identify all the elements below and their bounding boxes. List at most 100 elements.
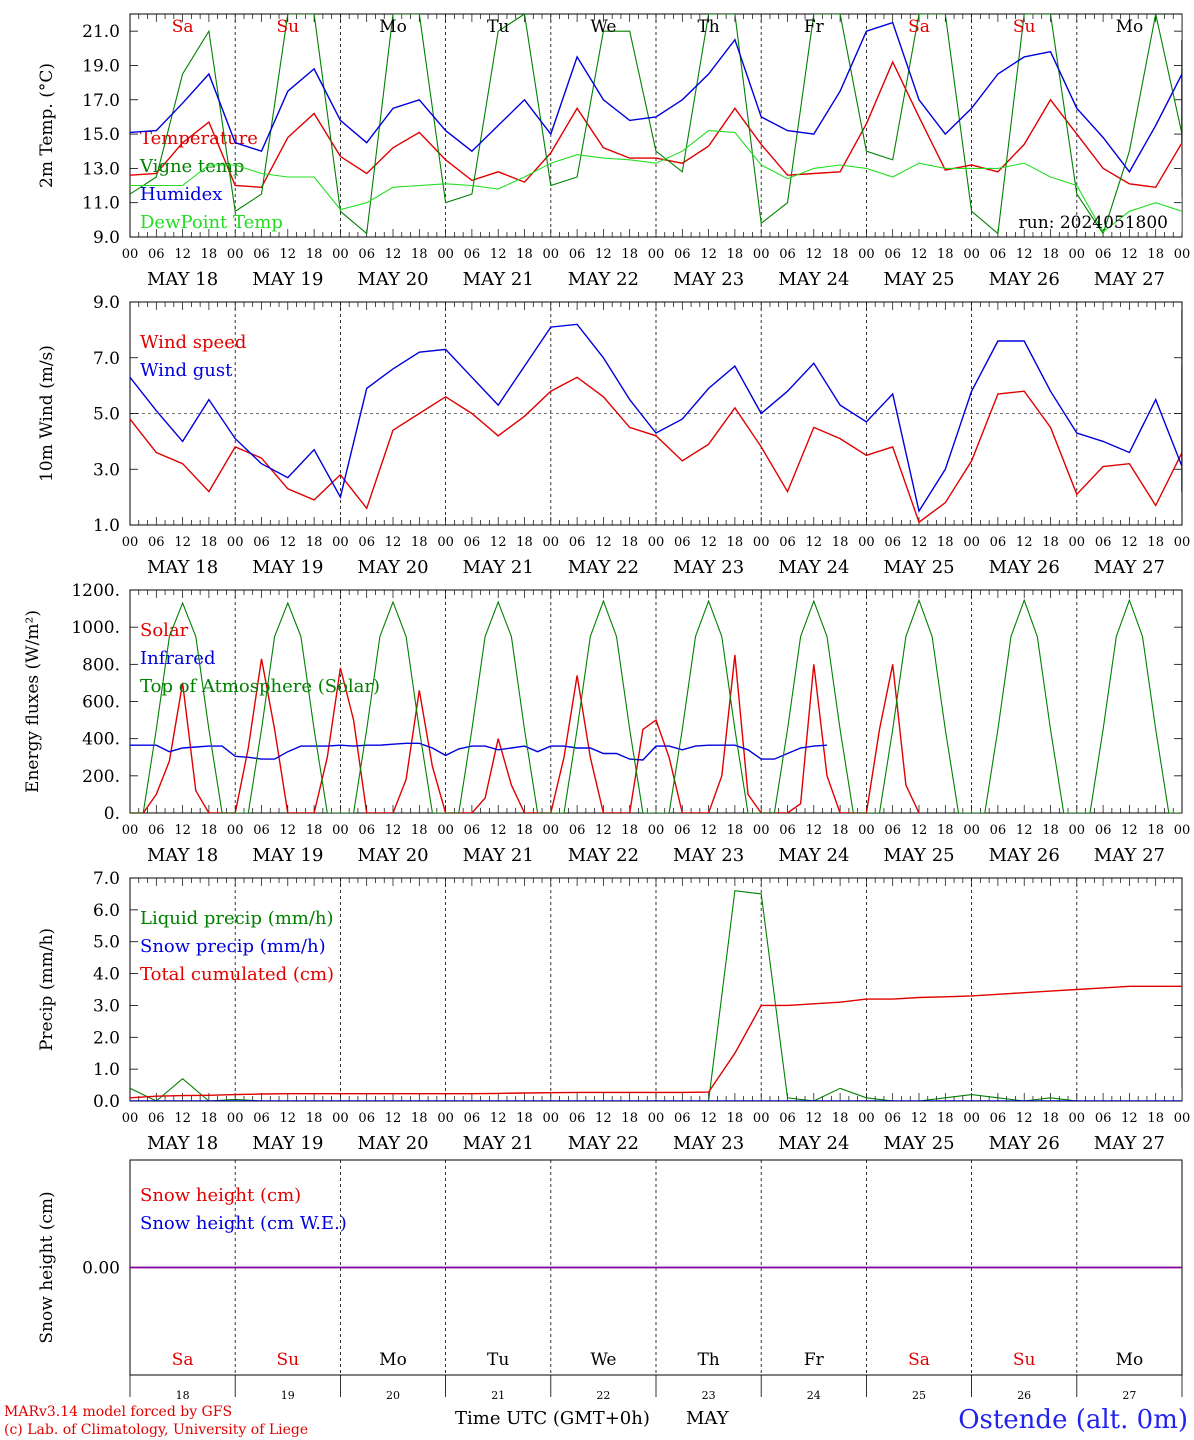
series-line (130, 130, 1182, 233)
day-number: 22 (596, 1389, 610, 1402)
hour-tick-label: 06 (253, 535, 270, 550)
hour-tick-label: 00 (858, 823, 875, 838)
date-label: MAY 18 (147, 269, 218, 290)
hour-tick-label: 18 (516, 1111, 533, 1126)
date-label: MAY 26 (989, 1133, 1060, 1154)
y-tick-label: 6.0 (93, 901, 120, 921)
hour-tick-label: 00 (543, 823, 560, 838)
weekday-label: Sa (172, 17, 194, 37)
date-label: MAY 23 (673, 845, 744, 866)
hour-tick-label: 00 (858, 1111, 875, 1126)
hour-tick-label: 18 (727, 535, 744, 550)
month-label: MAY (686, 1408, 730, 1429)
hour-tick-label: 06 (779, 1111, 796, 1126)
hour-tick-label: 00 (227, 535, 244, 550)
y-tick-label: 1.0 (93, 516, 120, 536)
station-name: Ostende (alt. 0m) (958, 1405, 1188, 1435)
weekday-label: Su (1013, 17, 1036, 37)
y-tick-label: 400. (82, 730, 120, 750)
date-label: MAY 22 (568, 1133, 639, 1154)
panels: 00 06 12 18 MAY 18 00 06 12 18 MAY 19 00 06 12 18 MAY … (23, 13, 1191, 1402)
hour-tick-label: 12 (911, 247, 928, 262)
legend-entry: DewPoint Temp (140, 212, 283, 233)
weekday-label: We (590, 17, 616, 37)
date-label: MAY 19 (252, 845, 323, 866)
date-label: MAY 27 (1094, 845, 1165, 866)
hour-tick-label: 00 (1174, 247, 1191, 262)
hour-tick-label: 18 (937, 535, 954, 550)
hour-tick-label: 12 (595, 1111, 612, 1126)
y-tick-label: 21.0 (82, 22, 120, 42)
date-label: MAY 26 (989, 845, 1060, 866)
hour-tick-label: 12 (174, 823, 191, 838)
hour-tick-label: 06 (253, 247, 270, 262)
day-number: 21 (491, 1389, 505, 1402)
y-axis-label: Snow height (cm) (37, 1191, 57, 1343)
hour-tick-label: 12 (490, 247, 507, 262)
hour-tick-label: 06 (779, 823, 796, 838)
date-label: MAY 23 (673, 269, 744, 290)
weekday-label: Sa (908, 17, 930, 37)
date-label: MAY 18 (147, 845, 218, 866)
series-line (130, 14, 1182, 235)
hour-tick-label: 06 (884, 535, 901, 550)
series-line (130, 366, 1182, 524)
x-axis-label: Time UTC (GMT+0h) (455, 1408, 650, 1429)
day-number: 18 (176, 1389, 190, 1402)
hour-tick-label: 00 (963, 1111, 980, 1126)
day-number: 26 (1017, 1389, 1031, 1402)
plot-frame (129, 13, 1183, 238)
date-label: MAY 20 (357, 1133, 428, 1154)
weekday-label: Sa (172, 1350, 194, 1370)
hour-tick-label: 18 (411, 1111, 428, 1126)
hour-tick-label: 00 (543, 1111, 560, 1126)
hour-tick-label: 06 (148, 535, 165, 550)
hour-tick-label: 06 (990, 1111, 1007, 1126)
hour-tick-label: 18 (1042, 823, 1059, 838)
hour-tick-label: 00 (122, 823, 139, 838)
hour-tick-label: 00 (122, 535, 139, 550)
hour-tick-label: 00 (227, 823, 244, 838)
hour-tick-label: 18 (621, 823, 638, 838)
hour-tick-label: 12 (700, 535, 717, 550)
y-axis-label: 2m Temp. (°C) (37, 63, 57, 188)
date-label: MAY 20 (357, 269, 428, 290)
hour-tick-label: 06 (990, 823, 1007, 838)
hour-tick-label: 12 (1121, 823, 1138, 838)
weekday-label: Th (697, 1350, 719, 1370)
hour-tick-label: 06 (1095, 1111, 1112, 1126)
hour-tick-label: 18 (306, 1111, 323, 1126)
hour-tick-label: 12 (806, 823, 823, 838)
hour-tick-label: 00 (332, 1111, 349, 1126)
weekday-label: Mo (1116, 17, 1144, 37)
hour-tick-label: 18 (201, 247, 218, 262)
hour-tick-label: 00 (1069, 535, 1086, 550)
hour-tick-label: 12 (911, 823, 928, 838)
day-number: 19 (281, 1389, 295, 1402)
y-tick-label: 3.0 (93, 460, 120, 480)
hour-tick-label: 12 (490, 535, 507, 550)
weekday-label: Mo (1116, 1350, 1144, 1370)
hour-tick-label: 00 (227, 1111, 244, 1126)
date-label: MAY 21 (463, 269, 534, 290)
series-line (130, 964, 1182, 1099)
hour-tick-label: 00 (858, 247, 875, 262)
hour-tick-label: 12 (280, 247, 297, 262)
y-axis-label: 10m Wind (m/s) (37, 345, 57, 482)
hour-tick-label: 00 (122, 1111, 139, 1126)
hour-tick-label: 12 (1121, 535, 1138, 550)
legend-entry: Total cumulated (cm) (140, 964, 334, 985)
weekday-label: Mo (379, 1350, 407, 1370)
day-number: 20 (386, 1389, 400, 1402)
hour-tick-label: 06 (884, 1111, 901, 1126)
y-tick-label: 13.0 (82, 159, 120, 179)
hour-tick-label: 00 (963, 823, 980, 838)
day-number: 25 (912, 1389, 926, 1402)
legend-entry: Snow height (cm W.E.) (140, 1213, 347, 1234)
hour-tick-label: 18 (306, 823, 323, 838)
hour-tick-label: 06 (990, 247, 1007, 262)
hour-tick-label: 00 (437, 247, 454, 262)
footer: MARv3.14 model forced by GFS (c) Lab. of… (4, 1404, 1188, 1438)
date-label: MAY 27 (1094, 269, 1165, 290)
hour-tick-label: 00 (332, 247, 349, 262)
